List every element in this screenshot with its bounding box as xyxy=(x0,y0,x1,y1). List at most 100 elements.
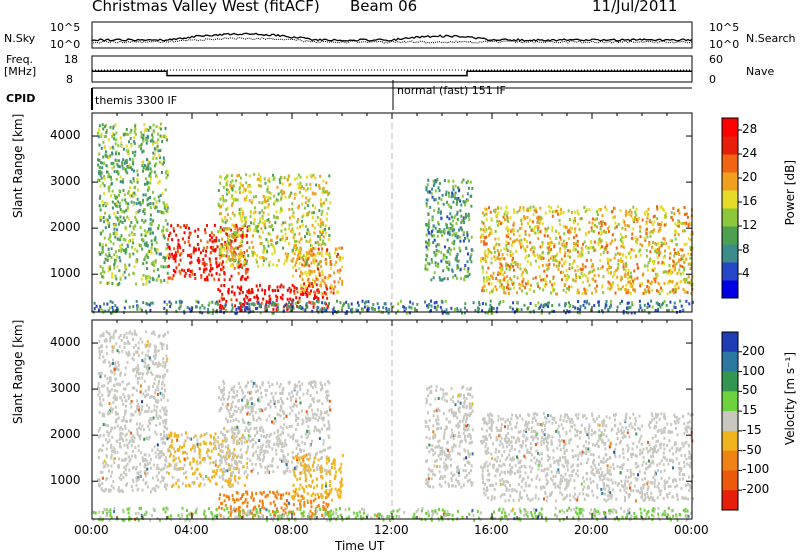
power-cell xyxy=(284,227,287,231)
power-cell xyxy=(100,161,102,165)
power-cell xyxy=(128,273,131,277)
power-cell xyxy=(314,192,317,196)
power-cell xyxy=(534,304,537,307)
power-cell xyxy=(146,167,149,170)
power-cell xyxy=(203,246,206,250)
power-cell xyxy=(512,286,515,290)
velocity-cell xyxy=(168,433,171,437)
power-cell xyxy=(362,308,365,312)
velocity-cell xyxy=(162,479,165,482)
power-cell xyxy=(576,211,579,215)
velocity-cell xyxy=(106,386,109,390)
power-cell xyxy=(142,149,145,153)
power-cell xyxy=(327,304,330,308)
power-cell xyxy=(591,269,594,273)
power-cell xyxy=(543,234,546,238)
velocity-cell xyxy=(143,459,146,462)
power-cell xyxy=(479,235,482,239)
power-cell xyxy=(611,239,614,243)
power-cell xyxy=(149,202,152,206)
power-cell xyxy=(647,261,650,265)
power-cell xyxy=(611,275,614,279)
power-cell xyxy=(203,263,206,267)
power-cell xyxy=(126,191,129,195)
power-cell xyxy=(267,240,270,244)
velocity-cell xyxy=(161,344,163,347)
power-cell xyxy=(623,274,626,278)
power-cell xyxy=(119,208,122,211)
power-cell xyxy=(178,263,180,267)
power-cell xyxy=(208,301,211,305)
power-cell xyxy=(152,142,154,146)
power-cell xyxy=(253,252,256,255)
power-cell xyxy=(305,253,308,257)
power-cell xyxy=(299,290,302,294)
power-cell xyxy=(672,206,675,210)
power-cell xyxy=(431,234,434,238)
power-cell xyxy=(148,250,151,253)
power-cell xyxy=(582,242,585,246)
power-cell xyxy=(321,292,324,296)
power-cell xyxy=(106,155,109,159)
velocity-cell xyxy=(165,344,168,348)
velocity-cell xyxy=(135,479,138,483)
power-cell xyxy=(626,301,629,305)
power-cell xyxy=(188,307,191,311)
power-cell xyxy=(506,281,509,284)
power-cell xyxy=(583,240,586,244)
power-cell xyxy=(193,246,196,250)
power-cell xyxy=(114,142,117,146)
power-cell xyxy=(100,272,103,275)
power-cell xyxy=(140,147,143,151)
power-cell xyxy=(99,265,102,268)
power-cell xyxy=(148,187,151,191)
power-cell xyxy=(675,282,678,286)
velocity-cell xyxy=(126,360,129,364)
power-cell xyxy=(356,309,359,313)
power-cell xyxy=(665,303,668,307)
power-cell xyxy=(268,260,271,264)
velocity-cell xyxy=(146,485,149,489)
power-cell xyxy=(182,249,185,253)
power-cell xyxy=(209,260,212,264)
power-cell xyxy=(605,230,608,234)
power-cell xyxy=(231,188,234,192)
power-cell xyxy=(315,277,318,281)
power-cell xyxy=(149,232,152,236)
power-cell xyxy=(607,271,610,275)
power-cell xyxy=(674,284,677,288)
velocity-cell xyxy=(215,482,218,486)
power-cell xyxy=(519,263,522,267)
power-cell xyxy=(163,161,165,165)
power-cell xyxy=(142,193,145,197)
power-cell xyxy=(262,194,265,198)
velocity-cell xyxy=(165,470,168,474)
power-cell xyxy=(558,261,561,265)
power-cell xyxy=(446,277,449,281)
velocity-cell xyxy=(114,419,117,423)
power-cell xyxy=(603,248,606,252)
velocity-cell xyxy=(193,471,196,475)
power-cell xyxy=(628,280,631,284)
power-cell xyxy=(355,308,358,312)
velocity-cell xyxy=(129,439,131,443)
power-cell xyxy=(447,250,450,254)
velocity-cell xyxy=(122,418,125,422)
power-cell xyxy=(548,209,551,213)
power-cell xyxy=(567,288,570,292)
power-cell xyxy=(620,287,623,291)
velocity-cell xyxy=(111,426,114,430)
power-cell xyxy=(493,247,496,251)
velocity-cell xyxy=(175,433,178,437)
velocity-cell xyxy=(135,467,138,471)
power-cell xyxy=(452,275,455,279)
power-cell xyxy=(256,253,259,257)
power-cell xyxy=(306,204,309,208)
power-cell xyxy=(263,199,266,203)
power-cell xyxy=(323,201,325,205)
power-cell xyxy=(557,231,560,235)
velocity-cell xyxy=(102,433,105,437)
power-cell xyxy=(99,281,102,284)
power-cell xyxy=(250,221,252,225)
power-cell xyxy=(293,292,296,296)
